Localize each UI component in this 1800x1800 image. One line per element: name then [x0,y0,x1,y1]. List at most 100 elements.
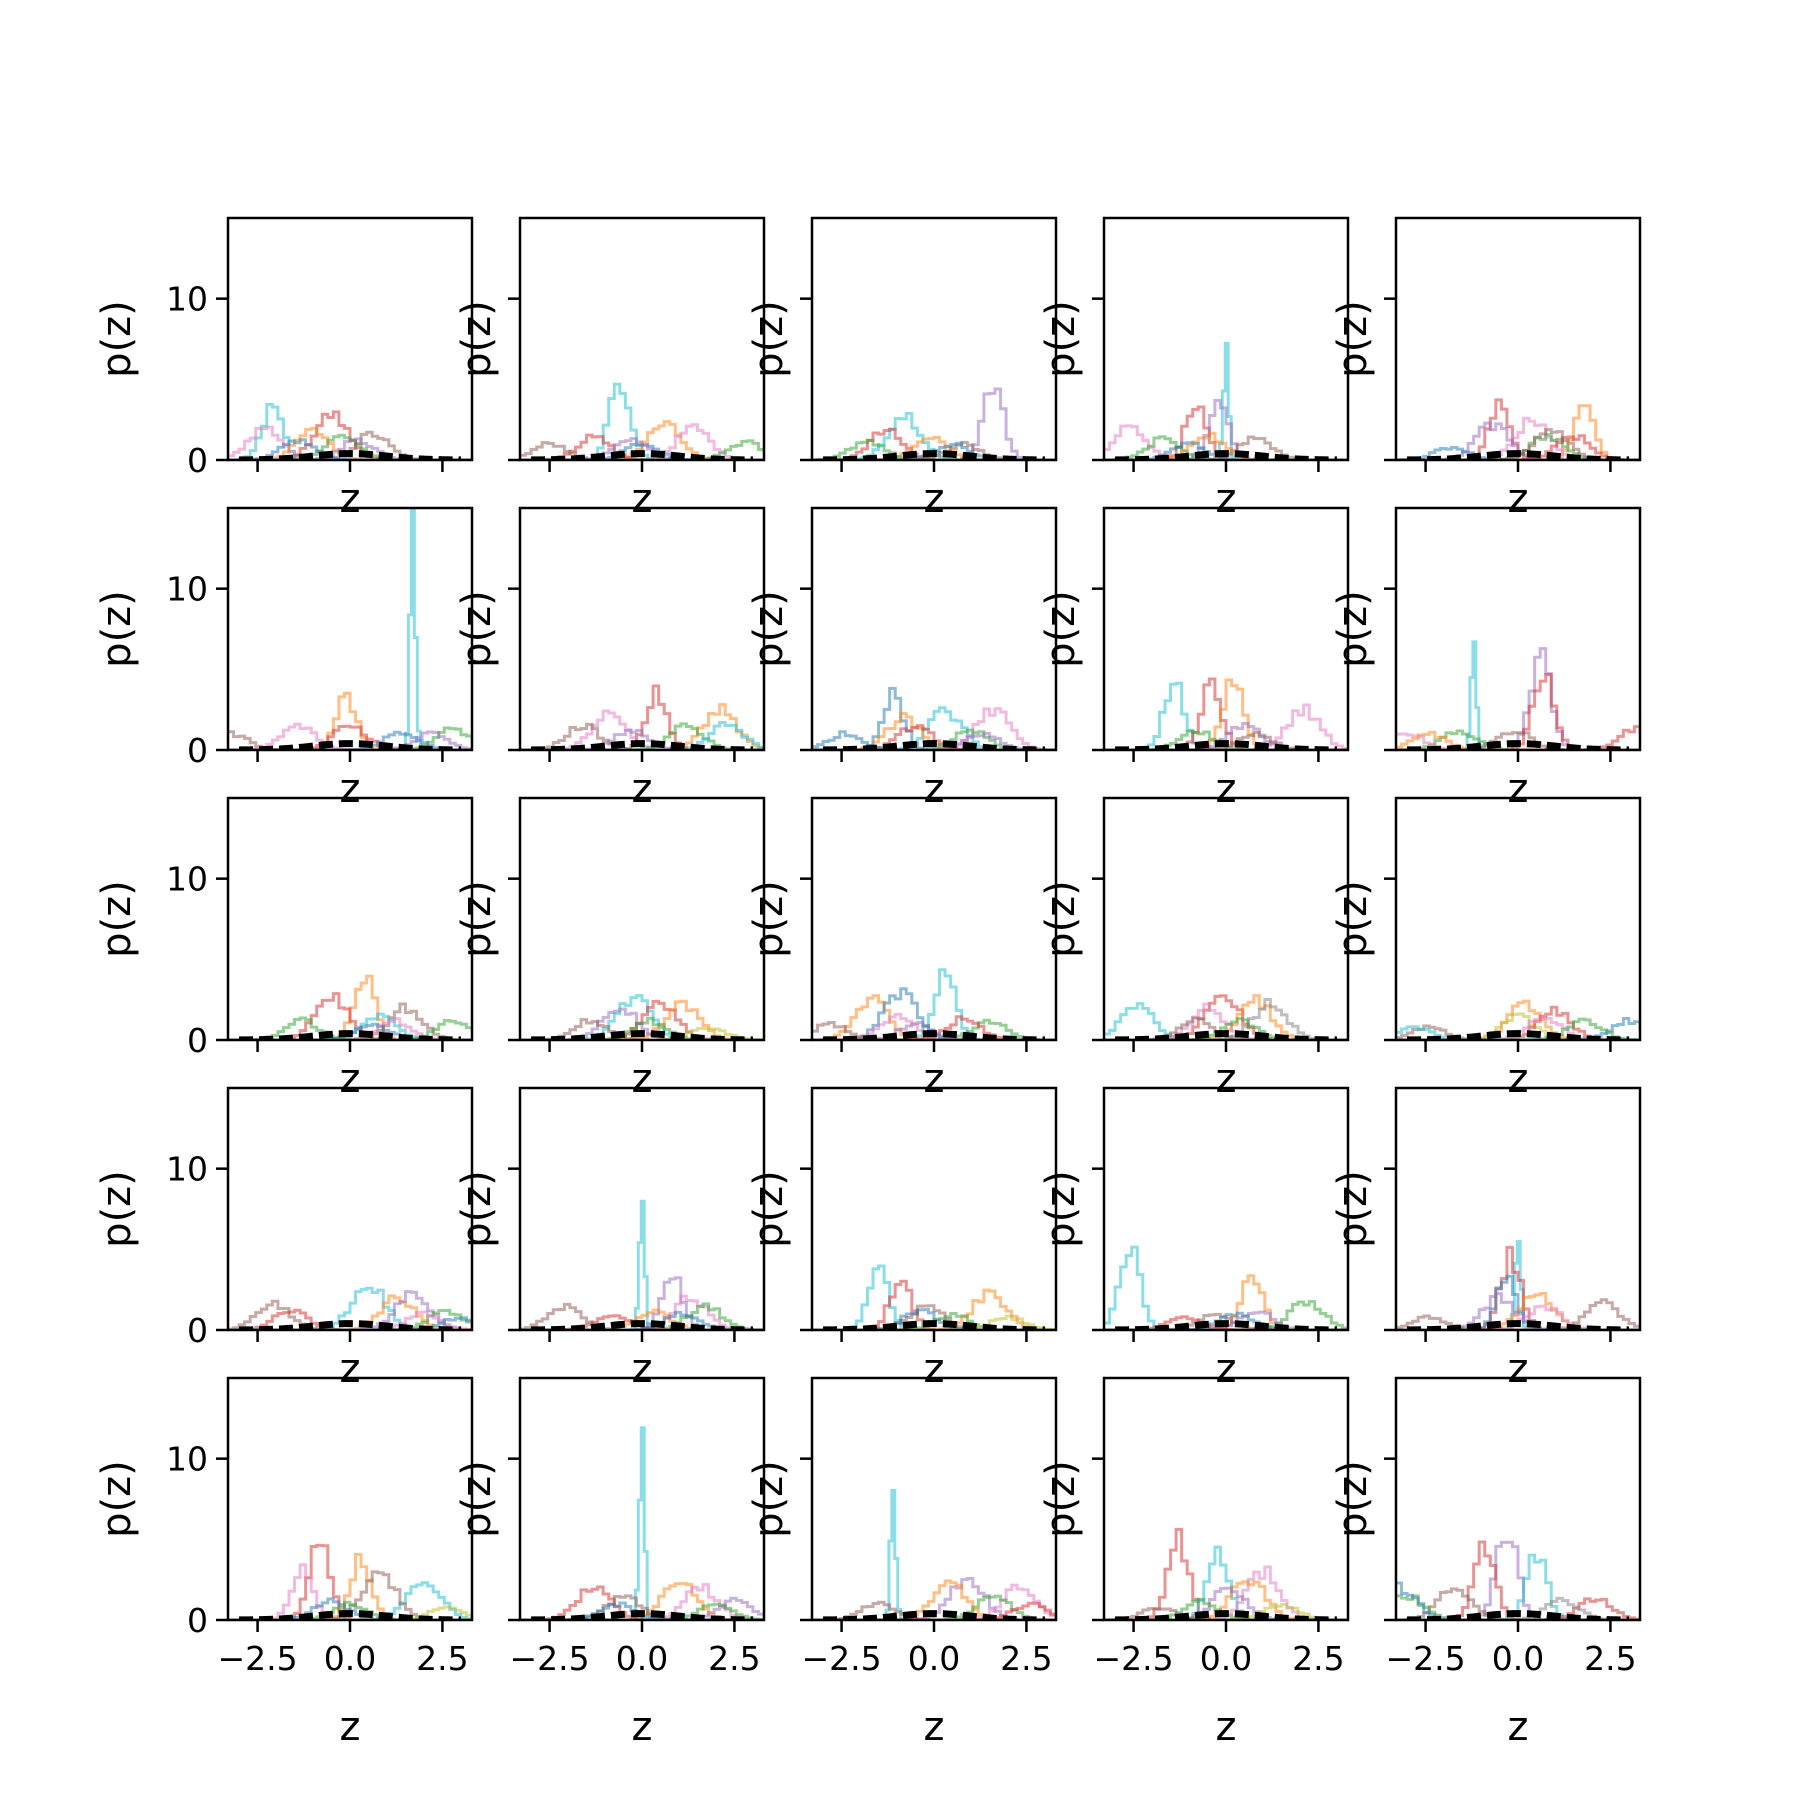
y-axis-label: p(z) [94,590,140,668]
series-6-histogram [1396,732,1640,750]
series-0-histogram [228,1316,472,1330]
y-axis-label: p(z) [454,1170,500,1248]
panel-r4-c0: 0 10 −2.5 0.0 2.5 z p(z) [94,1376,474,1750]
series-3-histogram [228,724,472,750]
series-1-histogram [228,691,472,750]
y-axis-label: p(z) [454,590,500,668]
series-9-histogram [1104,1002,1348,1040]
x-axis-label: z [1216,1346,1237,1392]
panel-r1-c4: z p(z) [1330,506,1642,812]
y-tick-label: 10 [166,1150,208,1189]
x-tick-label: 2.5 [416,1639,468,1678]
y-axis-label: p(z) [1038,1460,1084,1538]
axes-frame [1102,1086,1350,1332]
series-1-histogram [812,1579,1056,1620]
series-8-histogram [228,1605,472,1620]
plot-area [1104,994,1348,1040]
x-axis-label: z [632,1056,653,1102]
series-9-histogram [1104,1245,1348,1330]
y-axis-label: p(z) [1330,1170,1376,1248]
series-9-histogram [228,402,472,460]
y-axis-label: p(z) [94,880,140,958]
series-1-histogram [228,974,472,1040]
plot-area [1104,1527,1348,1620]
plot-area [228,974,472,1040]
series-9-histogram [520,994,764,1040]
y-axis-label: p(z) [1038,590,1084,668]
series-0-histogram [1396,1581,1640,1620]
series-3-histogram [1104,1527,1348,1620]
x-tick-label: −2.5 [1386,1639,1466,1678]
y-tick-label: 10 [166,1440,208,1479]
series-3-histogram [1104,994,1348,1040]
series-0-histogram [812,441,1056,460]
series-3-histogram [1396,673,1640,750]
y-tick-label: 0 [187,441,208,480]
y-axis-label: p(z) [746,590,792,668]
axes-frame [810,1086,1058,1332]
series-5-histogram [812,1304,1056,1330]
panel-r1-c1: z p(z) [454,506,766,812]
x-tick-label: −2.5 [1094,1639,1174,1678]
x-axis-label: z [632,766,653,812]
plot-area [812,968,1056,1040]
series-9-histogram [812,706,1056,750]
plot-area [1396,640,1640,750]
axes-frame [226,796,474,1042]
panel-r3-c0: 0 10 z p(z) [94,1086,474,1392]
series-0-histogram [1396,1017,1640,1040]
series-8-histogram [1396,1012,1640,1040]
series-4-histogram [1104,1586,1348,1620]
series-4-histogram [520,729,764,750]
plot-area [812,1264,1056,1330]
panel-r4-c1: −2.5 0.0 2.5 z p(z) [454,1376,766,1750]
x-axis-label: z [924,476,945,522]
series-1-histogram [1104,678,1348,750]
x-axis-label: z [632,1346,653,1392]
panel-r1-c2: z p(z) [746,506,1058,812]
panel-r4-c4: −2.5 0.0 2.5 z p(z) [1330,1376,1642,1750]
x-axis-label: z [340,476,361,522]
x-axis-label: z [924,766,945,812]
axes-frame [226,1086,474,1332]
y-tick-label: 10 [166,280,208,319]
plot-area [228,508,472,750]
x-axis-label: z [1508,766,1529,812]
x-axis-label: z [340,766,361,812]
x-axis-label: z [1508,1704,1529,1750]
x-axis-label: z [924,1056,945,1102]
series-2-histogram [228,726,472,750]
x-tick-label: 2.5 [1292,1639,1344,1678]
series-0-histogram [812,730,1056,750]
series-5-histogram [520,441,764,460]
series-3-histogram [1396,1540,1640,1620]
y-tick-label: 0 [187,1021,208,1060]
axes-frame [226,216,474,462]
series-1-histogram [812,435,1056,460]
plot-area [1396,398,1640,460]
axes-frame [1394,216,1642,462]
axes-frame [1102,1376,1350,1622]
panel-r1-c0: 0 10 z p(z) [94,506,474,812]
series-1-histogram [228,1552,472,1620]
y-axis-label: p(z) [1330,880,1376,958]
panel-r3-c4: z p(z) [1330,1086,1642,1392]
series-4-histogram [1396,1540,1640,1620]
series-2-histogram [520,439,764,460]
x-axis-label: z [340,1346,361,1392]
y-axis-label: p(z) [94,300,140,378]
plot-area [812,387,1056,460]
series-9-histogram [1104,1545,1348,1620]
series-9-histogram [812,412,1056,460]
y-tick-label: 10 [166,860,208,899]
series-4-histogram [228,437,472,460]
series-3-histogram [1396,398,1640,460]
x-axis-label: z [1216,476,1237,522]
x-tick-label: 0.0 [616,1639,668,1678]
series-9-histogram [520,1199,764,1330]
x-axis-label: z [1216,1704,1237,1750]
plot-area [1104,341,1348,460]
series-0-histogram [1396,1274,1640,1330]
series-6-histogram [1104,424,1348,460]
